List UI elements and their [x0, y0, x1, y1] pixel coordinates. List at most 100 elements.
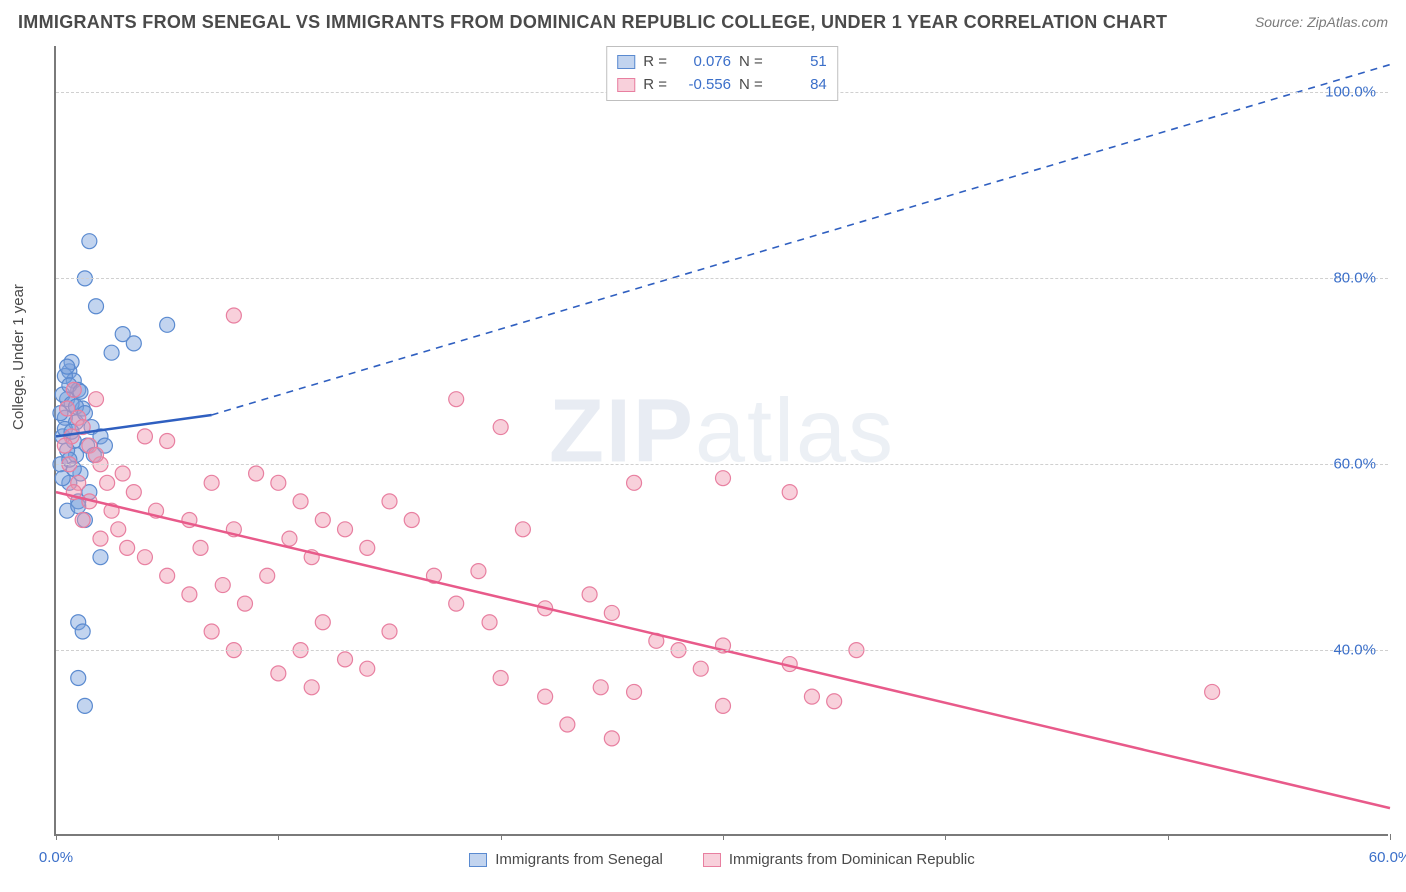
data-point: [782, 485, 797, 500]
data-point: [89, 299, 104, 314]
data-point: [182, 587, 197, 602]
data-point: [204, 624, 219, 639]
data-point: [93, 550, 108, 565]
regression-line-extrapolated: [212, 65, 1390, 415]
data-point: [249, 466, 264, 481]
data-point: [382, 494, 397, 509]
data-point: [271, 475, 286, 490]
data-point: [271, 666, 286, 681]
data-point: [360, 661, 375, 676]
stat-n-value-2: 84: [771, 74, 827, 97]
x-tick-label: 60.0%: [1369, 849, 1406, 866]
data-point: [449, 596, 464, 611]
data-point: [1205, 684, 1220, 699]
data-point: [449, 392, 464, 407]
x-tick-label: 0.0%: [39, 849, 73, 866]
data-point: [93, 531, 108, 546]
data-point: [482, 615, 497, 630]
chart-container: IMMIGRANTS FROM SENEGAL VS IMMIGRANTS FR…: [0, 0, 1406, 892]
data-point: [60, 359, 75, 374]
data-point: [66, 382, 81, 397]
stat-swatch-1: [617, 55, 635, 69]
data-point: [160, 568, 175, 583]
stat-r-label-2: R =: [643, 74, 667, 97]
data-point: [215, 578, 230, 593]
data-point: [604, 605, 619, 620]
stat-n-label-1: N =: [739, 51, 763, 74]
gridline: [56, 464, 1388, 465]
data-point: [226, 308, 241, 323]
data-point: [560, 717, 575, 732]
y-axis-label: College, Under 1 year: [10, 284, 27, 430]
data-point: [60, 401, 75, 416]
x-tick-mark: [1390, 834, 1391, 840]
x-tick-mark: [278, 834, 279, 840]
bottom-legend-item-2: Immigrants from Dominican Republic: [703, 851, 975, 868]
bottom-swatch-2: [703, 853, 721, 867]
data-point: [404, 513, 419, 528]
data-point: [827, 694, 842, 709]
stat-r-value-2: -0.556: [675, 74, 731, 97]
data-point: [538, 689, 553, 704]
data-point: [193, 540, 208, 555]
data-point: [493, 671, 508, 686]
data-point: [471, 564, 486, 579]
y-tick-label: 100.0%: [1325, 84, 1376, 101]
data-point: [57, 438, 72, 453]
plot-area: ZIPatlas R = 0.076 N = 51 R = -0.556 N =…: [54, 46, 1388, 836]
stat-r-label-1: R =: [643, 51, 667, 74]
x-tick-mark: [56, 834, 57, 840]
data-point: [627, 475, 642, 490]
stat-r-value-1: 0.076: [675, 51, 731, 74]
data-point: [360, 540, 375, 555]
plot-svg: [56, 46, 1388, 834]
source-attribution: Source: ZipAtlas.com: [1255, 14, 1388, 30]
data-point: [160, 317, 175, 332]
data-point: [315, 513, 330, 528]
stat-swatch-2: [617, 78, 635, 92]
data-point: [315, 615, 330, 630]
data-point: [160, 434, 175, 449]
bottom-legend-label-2: Immigrants from Dominican Republic: [729, 851, 975, 868]
data-point: [293, 494, 308, 509]
data-point: [126, 485, 141, 500]
data-point: [716, 471, 731, 486]
bottom-swatch-1: [469, 853, 487, 867]
data-point: [204, 475, 219, 490]
gridline: [56, 278, 1388, 279]
bottom-legend-label-1: Immigrants from Senegal: [495, 851, 663, 868]
stat-n-label-2: N =: [739, 74, 763, 97]
data-point: [716, 698, 731, 713]
stat-legend-box: R = 0.076 N = 51 R = -0.556 N = 84: [606, 46, 838, 101]
data-point: [693, 661, 708, 676]
y-tick-label: 80.0%: [1333, 270, 1376, 287]
data-point: [89, 447, 104, 462]
x-tick-mark: [723, 834, 724, 840]
data-point: [338, 652, 353, 667]
data-point: [111, 522, 126, 537]
data-point: [137, 550, 152, 565]
x-tick-mark: [945, 834, 946, 840]
stat-legend-row-1: R = 0.076 N = 51: [617, 51, 827, 74]
y-tick-label: 40.0%: [1333, 642, 1376, 659]
gridline: [56, 650, 1388, 651]
data-point: [75, 624, 90, 639]
stat-n-value-1: 51: [771, 51, 827, 74]
data-point: [115, 466, 130, 481]
data-point: [804, 689, 819, 704]
data-point: [137, 429, 152, 444]
data-point: [338, 522, 353, 537]
bottom-legend: Immigrants from Senegal Immigrants from …: [56, 851, 1388, 868]
data-point: [82, 234, 97, 249]
data-point: [382, 624, 397, 639]
x-tick-mark: [501, 834, 502, 840]
data-point: [75, 513, 90, 528]
data-point: [593, 680, 608, 695]
data-point: [89, 392, 104, 407]
y-tick-label: 60.0%: [1333, 456, 1376, 473]
data-point: [604, 731, 619, 746]
data-point: [237, 596, 252, 611]
bottom-legend-item-1: Immigrants from Senegal: [469, 851, 663, 868]
data-point: [582, 587, 597, 602]
chart-title: IMMIGRANTS FROM SENEGAL VS IMMIGRANTS FR…: [18, 12, 1167, 33]
